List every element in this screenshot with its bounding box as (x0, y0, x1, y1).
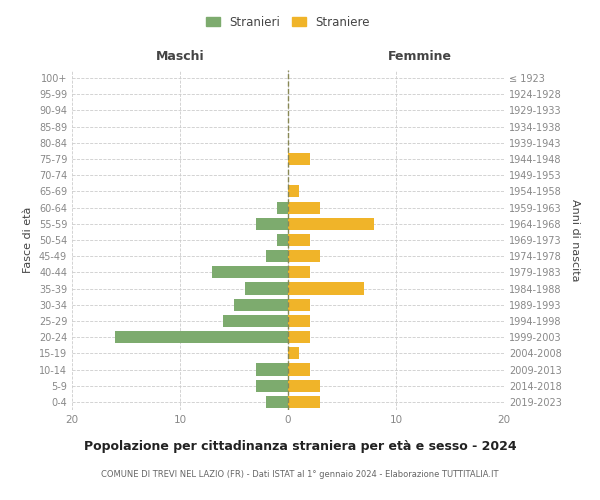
Bar (115, 331, 288, 343)
Bar (288, 186, 299, 198)
Text: COMUNE DI TREVI NEL LAZIO (FR) - Dati ISTAT al 1° gennaio 2024 - Elaborazione TU: COMUNE DI TREVI NEL LAZIO (FR) - Dati IS… (101, 470, 499, 479)
Bar (288, 153, 310, 165)
Y-axis label: Anni di nascita: Anni di nascita (570, 198, 580, 281)
Y-axis label: Fasce di età: Fasce di età (23, 207, 33, 273)
Bar (288, 250, 320, 262)
Bar (288, 282, 364, 294)
Text: Femmine: Femmine (388, 50, 452, 62)
Bar (212, 266, 288, 278)
Bar (288, 315, 310, 327)
Text: Popolazione per cittadinanza straniera per età e sesso - 2024: Popolazione per cittadinanza straniera p… (83, 440, 517, 453)
Bar (245, 282, 288, 294)
Text: Maschi: Maschi (155, 50, 205, 62)
Bar (277, 202, 288, 213)
Bar (288, 298, 310, 311)
Legend: Stranieri, Straniere: Stranieri, Straniere (201, 11, 375, 34)
Bar (223, 315, 288, 327)
Bar (288, 380, 320, 392)
Bar (288, 202, 320, 213)
Bar (288, 234, 310, 246)
Bar (288, 364, 310, 376)
Bar (266, 396, 288, 408)
Bar (288, 348, 299, 360)
Bar (288, 218, 374, 230)
Bar (288, 396, 320, 408)
Bar (266, 250, 288, 262)
Bar (256, 364, 288, 376)
Bar (288, 266, 310, 278)
Bar (277, 234, 288, 246)
Bar (256, 218, 288, 230)
Bar (288, 331, 310, 343)
Bar (234, 298, 288, 311)
Bar (256, 380, 288, 392)
